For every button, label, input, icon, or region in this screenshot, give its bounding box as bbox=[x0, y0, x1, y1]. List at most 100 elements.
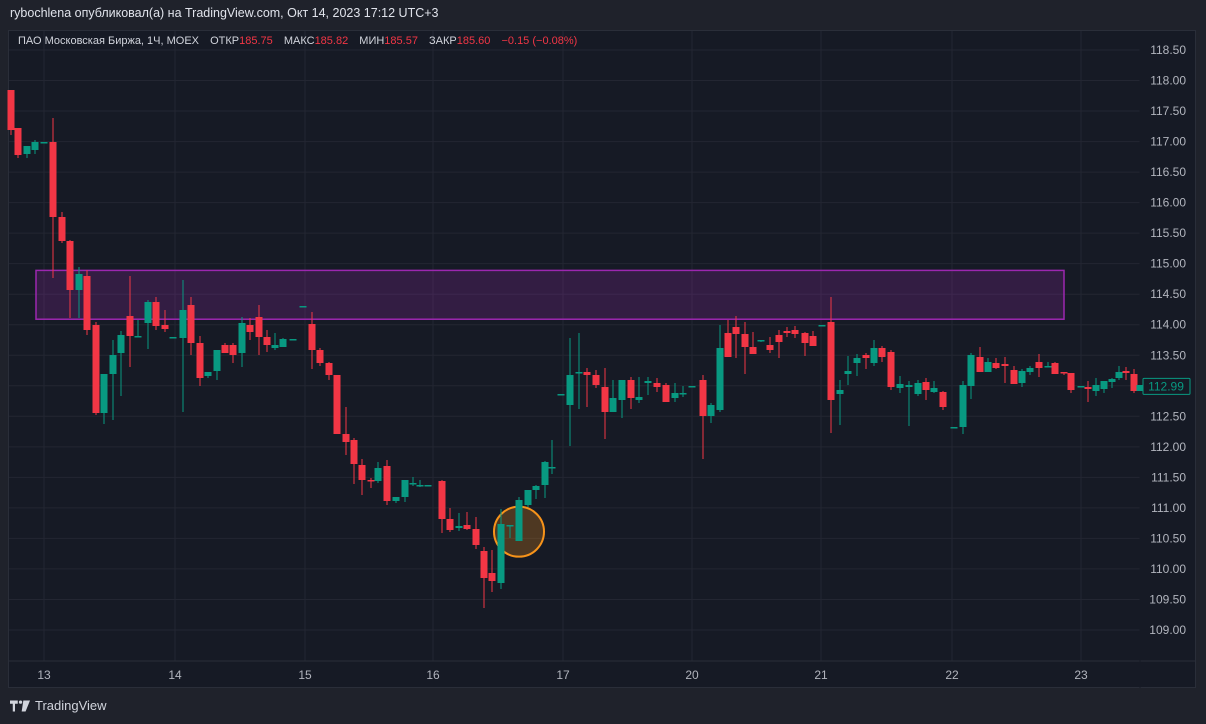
candle-body bbox=[827, 322, 835, 400]
candle-body bbox=[350, 440, 358, 464]
candle-body bbox=[333, 375, 341, 434]
candle-body bbox=[438, 481, 446, 519]
candle-body bbox=[1010, 370, 1018, 384]
last-price-badge bbox=[1142, 377, 1191, 395]
candle-body bbox=[557, 394, 565, 396]
candle-body bbox=[213, 350, 221, 371]
candle-body bbox=[1077, 386, 1085, 388]
candle-body bbox=[914, 383, 922, 394]
candle-body bbox=[515, 500, 523, 541]
candle-body bbox=[644, 381, 652, 383]
candle-body bbox=[592, 375, 600, 385]
candle-body bbox=[853, 358, 861, 363]
candle-body bbox=[967, 355, 975, 386]
candle-body bbox=[289, 339, 297, 341]
candle-body bbox=[66, 241, 74, 290]
candle-body bbox=[83, 276, 91, 330]
chart-pane[interactable] bbox=[8, 30, 1196, 688]
candle-body bbox=[409, 483, 417, 485]
brand-name: TradingView bbox=[35, 698, 107, 713]
candle-body bbox=[7, 90, 15, 130]
candle-body bbox=[263, 337, 271, 345]
candle-body bbox=[472, 529, 480, 545]
candle-body bbox=[392, 497, 400, 501]
time-axis-label: 23 bbox=[1074, 668, 1088, 682]
candle-body bbox=[279, 339, 287, 347]
time-axis-label: 14 bbox=[168, 668, 182, 682]
high-value: 185.82 bbox=[314, 35, 349, 47]
price-axis-label: 118.50 bbox=[1150, 43, 1186, 57]
price-axis-label: 115.00 bbox=[1150, 257, 1186, 271]
candle-body bbox=[401, 480, 409, 497]
candle-body bbox=[783, 331, 791, 333]
candle-body bbox=[791, 330, 799, 334]
candle-body bbox=[342, 434, 350, 442]
candle-body bbox=[741, 334, 749, 347]
candle-body bbox=[671, 393, 679, 398]
candle-body bbox=[950, 427, 958, 429]
candle-body bbox=[455, 526, 463, 528]
time-axis-label: 13 bbox=[37, 668, 51, 682]
candle-body bbox=[1051, 363, 1059, 374]
price-axis-label: 109.00 bbox=[1149, 623, 1186, 637]
candle-body bbox=[922, 382, 930, 390]
candle-body bbox=[976, 357, 984, 372]
resistance-zone-rectangle[interactable] bbox=[35, 269, 1065, 320]
candle-body bbox=[662, 385, 670, 402]
candle-body bbox=[732, 327, 740, 334]
candle-body bbox=[1026, 368, 1034, 372]
price-axis-label: 115.50 bbox=[1150, 226, 1186, 240]
candle-body bbox=[152, 302, 160, 326]
candle-body bbox=[1115, 372, 1123, 378]
candle-body bbox=[1122, 371, 1130, 373]
candle-body bbox=[271, 345, 279, 348]
candle-body bbox=[905, 385, 913, 387]
candle-body bbox=[169, 337, 177, 339]
candle-body bbox=[862, 355, 870, 358]
candle-body bbox=[14, 128, 22, 155]
candle-body bbox=[179, 310, 187, 338]
candle-body bbox=[724, 333, 732, 357]
candle-body bbox=[627, 380, 635, 398]
footer-branding: TradingView bbox=[10, 698, 107, 713]
candle-body bbox=[463, 525, 471, 529]
candle-body bbox=[809, 336, 817, 346]
candle-body bbox=[31, 142, 39, 150]
candle-body bbox=[532, 486, 540, 490]
price-axis-label: 114.50 bbox=[1150, 287, 1186, 301]
symbol-name[interactable]: ПАО Московская Биржа, 1Ч, MOEX bbox=[18, 35, 200, 47]
price-axis-label: 117.00 bbox=[1150, 135, 1186, 149]
candle-body bbox=[1044, 366, 1052, 368]
candle-body bbox=[109, 355, 117, 374]
candle-body bbox=[325, 363, 333, 375]
price-axis-label: 112.50 bbox=[1150, 409, 1186, 423]
candle-body bbox=[548, 467, 556, 469]
candle-body bbox=[100, 374, 108, 413]
candle-body bbox=[117, 335, 125, 353]
price-axis-label: 116.00 bbox=[1150, 196, 1186, 210]
candle-body bbox=[126, 316, 134, 336]
price-axis-label: 118.00 bbox=[1150, 74, 1186, 88]
candle-body bbox=[229, 345, 237, 355]
time-axis-label: 22 bbox=[945, 668, 959, 682]
publication-caption: rybochlena опубликовал(а) на TradingView… bbox=[10, 6, 439, 20]
candle-body bbox=[1100, 381, 1108, 389]
candle-body bbox=[775, 335, 783, 342]
price-axis-label: 113.50 bbox=[1150, 348, 1186, 362]
tradingview-logo-icon bbox=[10, 699, 30, 712]
candle-body bbox=[1084, 387, 1092, 389]
candle-body bbox=[40, 142, 48, 144]
candle-body bbox=[1092, 385, 1100, 391]
time-axis-label: 17 bbox=[556, 668, 570, 682]
candle-body bbox=[374, 468, 382, 481]
candle-body bbox=[358, 465, 366, 480]
price-axis-label: 111.50 bbox=[1151, 470, 1186, 484]
high-label: МАКС bbox=[283, 35, 315, 47]
candle-body bbox=[196, 343, 204, 378]
price-axis-label: 117.50 bbox=[1150, 104, 1186, 118]
change-value: −0.15 (−0.08%) bbox=[501, 35, 578, 47]
candle-body bbox=[766, 345, 774, 350]
price-axis-label: 116.50 bbox=[1150, 165, 1186, 179]
candle-body bbox=[1018, 371, 1026, 383]
